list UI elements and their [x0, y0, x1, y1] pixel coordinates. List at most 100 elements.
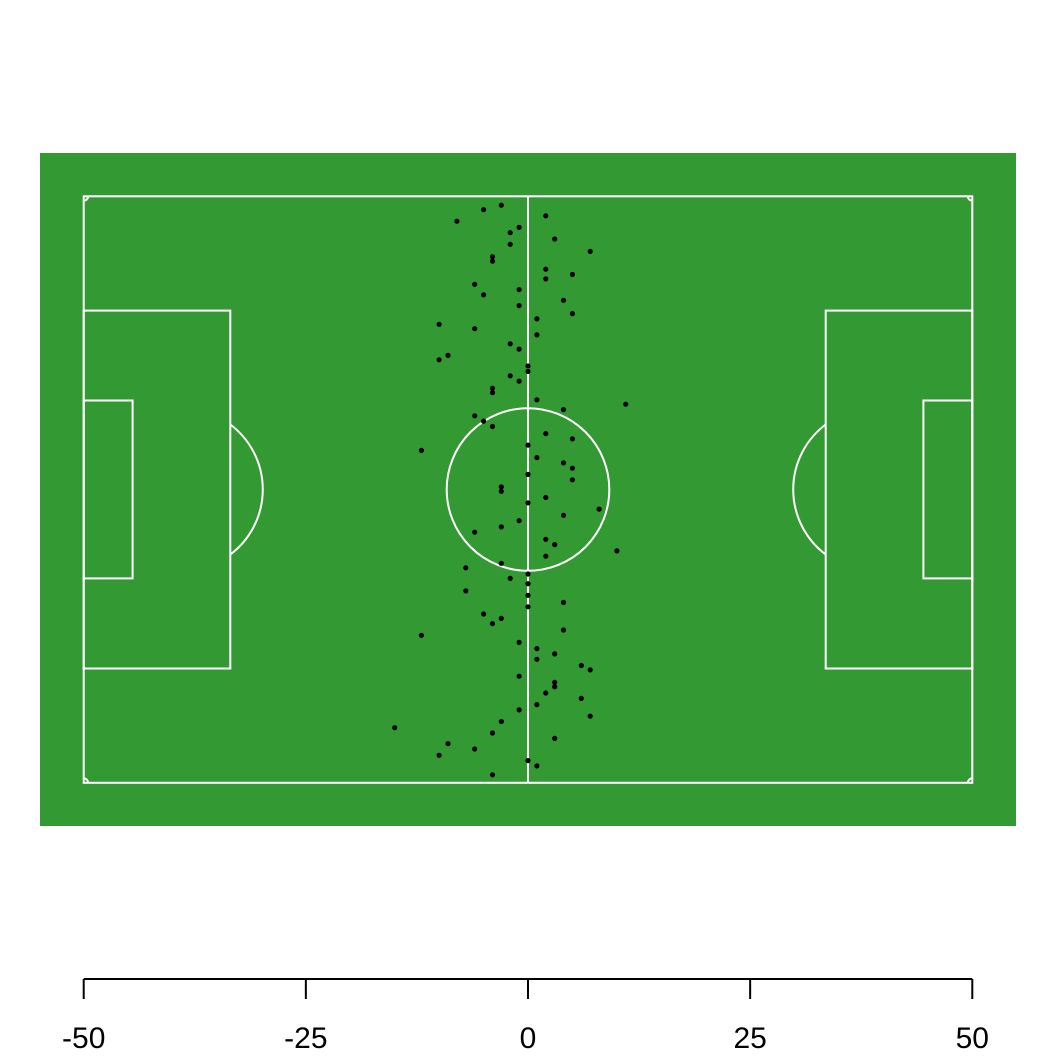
data-point: [596, 506, 602, 512]
data-point: [587, 248, 593, 254]
pitch-markings: [82, 195, 974, 784]
data-point: [489, 730, 496, 736]
data-point: [418, 632, 424, 638]
data-point: [543, 494, 549, 501]
data-point: [525, 363, 531, 369]
data-point: [543, 213, 549, 219]
data-point: [525, 604, 531, 610]
data-point: [489, 621, 496, 627]
data-point: [489, 258, 496, 264]
data-point: [489, 254, 496, 260]
data-point: [507, 230, 513, 236]
data-point: [569, 436, 576, 442]
data-point: [543, 553, 549, 559]
centre-circle: [445, 407, 611, 572]
data-point: [436, 357, 442, 363]
data-point: [543, 431, 549, 437]
corner-arc-top-left: [83, 196, 90, 202]
data-point: [472, 326, 478, 332]
data-point: [516, 346, 522, 352]
data-point: [560, 599, 567, 606]
data-point: [525, 442, 531, 448]
data-point: [481, 418, 487, 424]
data-point: [552, 651, 558, 657]
x-tick-label: -50: [62, 1022, 105, 1055]
data-point: [489, 385, 496, 391]
right-penalty-arc: [792, 423, 827, 556]
x-tick-label: -25: [284, 1022, 327, 1055]
data-point: [560, 460, 567, 466]
data-point: [525, 758, 531, 764]
data-point: [481, 207, 487, 213]
data-point: [543, 536, 549, 542]
data-point: [534, 316, 540, 322]
data-point: [445, 352, 451, 358]
x-axis: -50 -25 0 25 50: [62, 978, 989, 1055]
data-point: [472, 281, 478, 287]
data-point: [534, 656, 540, 662]
data-point: [498, 484, 504, 490]
data-point: [525, 368, 531, 374]
data-point: [552, 236, 558, 242]
data-point: [516, 639, 522, 646]
data-point: [534, 702, 540, 708]
data-point: [525, 571, 531, 577]
data-point: [516, 303, 522, 309]
data-point: [560, 627, 567, 633]
data-point: [525, 592, 531, 598]
data-point: [587, 713, 593, 719]
data-point: [552, 735, 558, 742]
data-point: [552, 684, 558, 690]
data-point: [392, 725, 398, 731]
data-point: [569, 271, 576, 278]
corner-arc-top-right: [966, 196, 973, 202]
left-goal-area: [82, 399, 134, 580]
data-point: [489, 390, 496, 396]
data-point: [534, 763, 540, 769]
data-point: [525, 471, 531, 477]
data-point: [516, 287, 522, 293]
corner-arc-bottom-left: [83, 777, 90, 783]
data-point: [418, 447, 424, 453]
data-point: [552, 679, 558, 686]
data-point: [498, 718, 504, 725]
data-point: [498, 560, 504, 566]
data-point: [560, 407, 567, 413]
data-point: [516, 673, 522, 679]
data-point: [516, 518, 522, 524]
data-point: [498, 615, 504, 622]
data-point: [498, 202, 504, 208]
data-point: [507, 373, 513, 379]
data-point: [454, 218, 460, 224]
data-point: [481, 611, 487, 617]
data-point: [472, 529, 478, 535]
left-penalty-arc: [229, 423, 264, 556]
data-point: [498, 524, 504, 530]
data-point: [543, 266, 549, 272]
data-point: [445, 741, 451, 747]
data-point: [463, 565, 469, 571]
data-point: [516, 378, 522, 384]
data-point: [498, 488, 504, 494]
x-tick-label: 50: [956, 1022, 989, 1055]
data-point: [525, 581, 531, 587]
x-tick-label: 25: [733, 1022, 766, 1055]
data-point: [516, 707, 522, 713]
data-point: [543, 690, 549, 696]
data-point: [552, 542, 558, 548]
data-point: [463, 588, 469, 594]
data-point: [436, 752, 442, 758]
data-point: [560, 512, 567, 518]
data-point: [534, 397, 540, 403]
right-goal-area: [922, 399, 974, 580]
data-point: [507, 241, 513, 247]
data-point: [489, 772, 496, 778]
data-point: [534, 455, 540, 461]
data-point: [569, 311, 576, 317]
data-point: [525, 500, 531, 506]
data-point: [587, 667, 593, 673]
data-point: [569, 465, 576, 471]
data-point: [614, 548, 620, 554]
data-point: [507, 341, 513, 347]
